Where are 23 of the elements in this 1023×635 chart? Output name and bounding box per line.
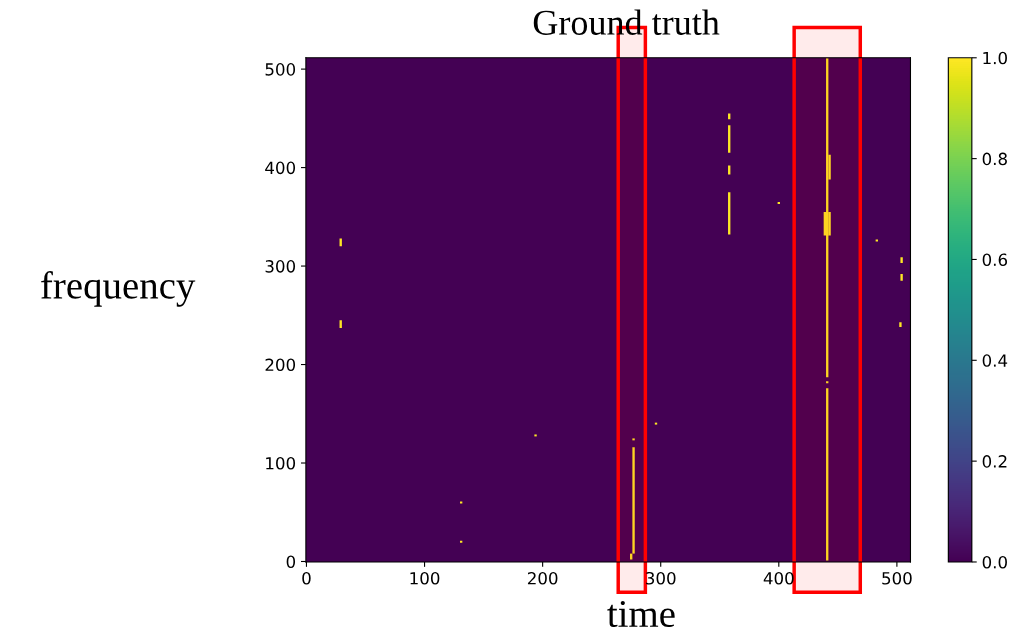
bar bbox=[900, 273, 903, 281]
x-tick-label: 200 bbox=[527, 571, 558, 585]
y-tick-label: 100 bbox=[266, 456, 296, 470]
y-tick-label: 0 bbox=[286, 555, 296, 569]
color-bar-label: 0.0 bbox=[982, 555, 1007, 569]
color-bar-label: 0.4 bbox=[982, 354, 1008, 367]
color-bar-label: 0.6 bbox=[982, 253, 1008, 267]
x-tick-label: 100 bbox=[410, 571, 440, 585]
color-bar-label: 0.8 bbox=[982, 152, 1007, 166]
color-bar-label: 0.2 bbox=[982, 455, 1007, 468]
x-axis-title: time bbox=[607, 600, 675, 628]
bar bbox=[632, 447, 635, 554]
y-tick-label: 200 bbox=[265, 358, 296, 372]
x-tick-label: 500 bbox=[882, 571, 912, 585]
bar bbox=[899, 322, 902, 328]
color-bar-label: 1.0 bbox=[983, 51, 1007, 65]
chart-title: Ground truth bbox=[533, 9, 720, 35]
y-tick-label: 400 bbox=[265, 161, 296, 175]
y-tick-label: 500 bbox=[265, 63, 296, 76]
y-tick-label: 300 bbox=[265, 260, 296, 273]
x-tick-label: 0 bbox=[302, 571, 311, 585]
bar bbox=[900, 257, 903, 264]
y-axis-title: frequency bbox=[41, 271, 196, 307]
